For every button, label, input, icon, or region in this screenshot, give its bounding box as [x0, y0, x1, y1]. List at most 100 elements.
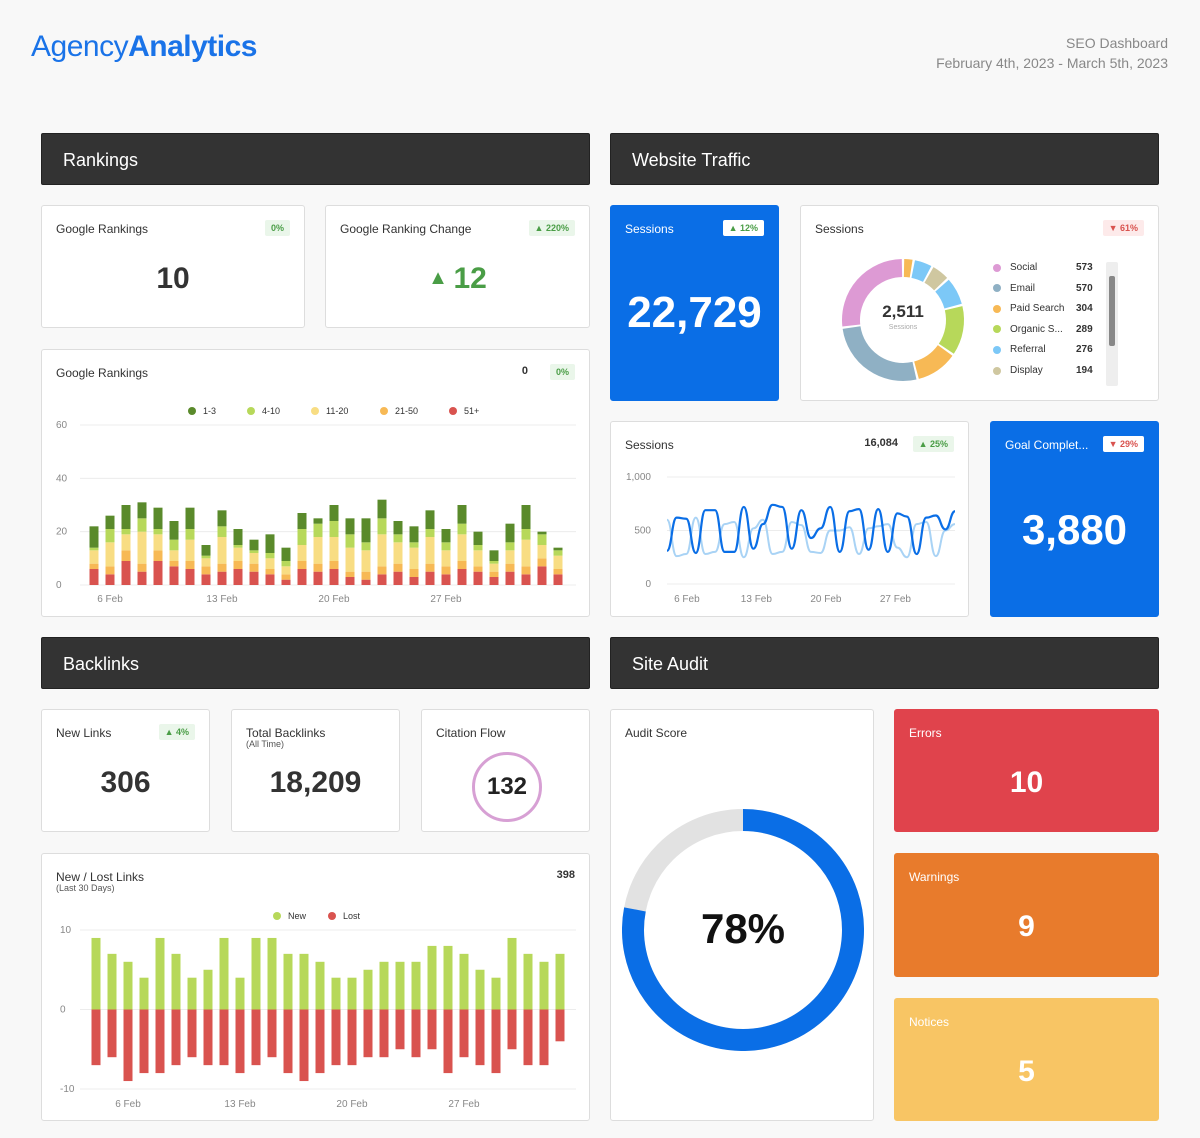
- sessions-kpi-card: Sessions ▲ 12% 22,729: [610, 205, 779, 401]
- bar-segment: [409, 577, 419, 585]
- bar-segment: [457, 569, 467, 585]
- bar-segment: [377, 534, 387, 567]
- up-arrow-icon: ▲: [728, 223, 740, 233]
- bar: [155, 1009, 165, 1074]
- legend-marker: [247, 407, 255, 415]
- bar-segment: [217, 563, 227, 572]
- bar-segment: [425, 563, 435, 572]
- bar: [315, 1009, 325, 1074]
- x-tick-label: 20 Feb: [336, 1099, 368, 1110]
- bar-segment: [425, 537, 435, 564]
- bar-segment: [441, 542, 451, 551]
- kpi-value: 10: [1009, 766, 1044, 799]
- bar-segment: [393, 534, 403, 543]
- x-tick-label: 13 Feb: [224, 1099, 256, 1110]
- legend-label: New: [288, 911, 307, 921]
- bar: [107, 1009, 117, 1058]
- bar-segment: [185, 529, 195, 540]
- bar-segment: [537, 566, 547, 585]
- legend-value: 276: [1076, 344, 1093, 356]
- bar-segment: [361, 542, 371, 551]
- y-tick-label: 10: [60, 925, 72, 936]
- legend-value: 194: [1076, 365, 1093, 376]
- bar-segment: [489, 577, 499, 585]
- up-arrow-icon: ▲: [164, 727, 176, 737]
- bar-segment: [393, 571, 403, 585]
- bar-segment: [297, 513, 307, 529]
- x-tick-label: 27 Feb: [430, 594, 462, 605]
- bar: [363, 1009, 373, 1058]
- bar-segment: [169, 566, 179, 585]
- legend-scrollbar-track[interactable]: [1106, 262, 1118, 386]
- bar: [507, 1009, 517, 1050]
- legend-scrollbar-thumb[interactable]: [1109, 276, 1115, 346]
- bar: [203, 1009, 213, 1066]
- bar: [555, 1009, 565, 1042]
- bar-segment: [313, 563, 323, 572]
- kpi-value: 18,209: [269, 766, 362, 799]
- donut-slice: [913, 344, 953, 379]
- bar-segment: [137, 563, 147, 572]
- bar-segment: [233, 547, 243, 561]
- card-title: Warnings: [909, 870, 960, 884]
- bar-segment: [137, 571, 147, 585]
- bar: [267, 937, 277, 1010]
- card-title: Sessions: [625, 438, 674, 452]
- bar-segment: [521, 539, 531, 567]
- bar: [123, 961, 133, 1010]
- audit-score-value: 78%: [700, 905, 786, 952]
- legend-label: Email: [1010, 282, 1036, 294]
- change-badge: 0%: [549, 364, 575, 380]
- bar-segment: [505, 550, 515, 564]
- bar: [251, 1009, 261, 1066]
- bar-segment: [345, 571, 355, 577]
- kpi-value: ▲ 12: [428, 262, 487, 295]
- bar: [171, 953, 181, 1010]
- donut-center-value: 2,511: [882, 302, 924, 321]
- bar-segment: [201, 545, 211, 556]
- bar-segment: [361, 579, 371, 585]
- card-subtitle: (Last 30 Days): [56, 883, 115, 893]
- ring-progress: [622, 809, 864, 1051]
- legend-item: Display: [993, 365, 1043, 376]
- legend-label: 1-3: [203, 406, 216, 416]
- bar-segment: [457, 523, 467, 535]
- bar-segment: [249, 553, 259, 564]
- bar-segment: [329, 561, 339, 569]
- report-header: SEO Dashboard February 4th, 2023 - March…: [936, 33, 1168, 73]
- bar-segment: [425, 529, 435, 537]
- bar-segment: [169, 550, 179, 561]
- bar: [379, 961, 389, 1010]
- bar-segment: [457, 561, 467, 569]
- bar-segment: [105, 574, 115, 585]
- bar-segment: [537, 534, 547, 545]
- sessions-donut-chart: [842, 259, 964, 381]
- bar-segment: [249, 539, 259, 551]
- new-lost-links-chart-card: New / Lost Links (Last 30 Days) 398 -10 0…: [41, 853, 590, 1121]
- sessions-donut-card: Sessions ▼ 61% 2,511 Sessions Social 573 E…: [800, 205, 1159, 401]
- sessions-line-chart: 0 500 1,000 6 Feb 13 Feb 20 Feb 27 Feb: [626, 472, 956, 605]
- x-tick-label: 13 Feb: [206, 594, 238, 605]
- bar: [411, 1009, 421, 1058]
- y-tick-label: 1,000: [626, 472, 651, 483]
- bar: [235, 977, 245, 1010]
- card-title: Errors: [909, 726, 942, 740]
- bar-segment: [473, 545, 483, 551]
- bar-segment: [473, 571, 483, 585]
- bar: [251, 937, 261, 1010]
- bar-segment: [121, 505, 131, 529]
- legend-marker: [993, 284, 1001, 293]
- donut-slice: [842, 325, 917, 381]
- total-backlinks-card: Total Backlinks (All Time) 18,209: [231, 709, 400, 832]
- change-badge: ▲ 220%: [528, 220, 575, 236]
- logo-text-bold: Analytics: [128, 30, 257, 63]
- errors-card: Errors 10: [894, 709, 1159, 832]
- report-title: SEO Dashboard: [1066, 35, 1168, 51]
- bar-segment: [489, 550, 499, 561]
- bar-segment: [265, 553, 275, 559]
- bar-segment: [313, 571, 323, 585]
- bar-segment: [249, 550, 259, 553]
- bar: [139, 977, 149, 1010]
- donut-slice: [903, 259, 913, 278]
- bar-segment: [505, 542, 515, 551]
